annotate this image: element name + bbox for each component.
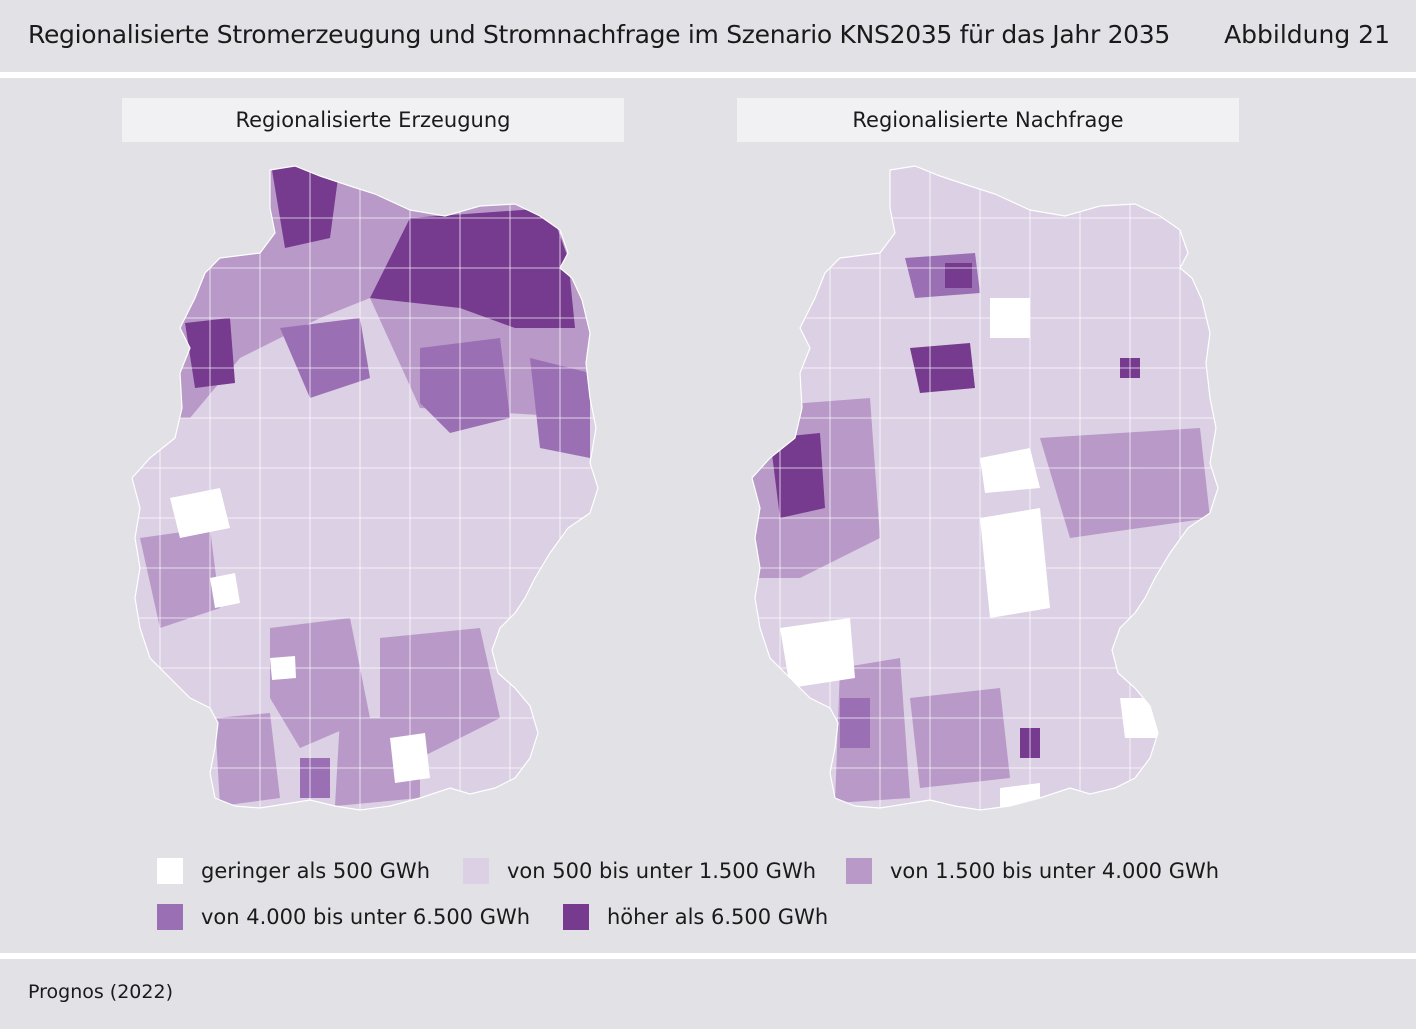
generation-region-allgaeu (300, 758, 330, 798)
generation-region-brandenburg (420, 338, 510, 433)
legend-item-1500-4000: von 1.500 bis unter 4.000 GWh (846, 857, 1219, 885)
demand-region-swabia (910, 688, 1010, 788)
legend-item-above-6500: höher als 6.500 GWh (563, 903, 828, 931)
figure-title: Regionalisierte Stromerzeugung und Strom… (28, 20, 1170, 49)
generation-region-swabia (215, 713, 280, 806)
demand-region-breisgau (840, 698, 870, 748)
legend-label: geringer als 500 GWh (201, 859, 431, 883)
generation-region-schleswig-holstein (270, 166, 340, 248)
demand-region-saxony (1040, 428, 1210, 538)
legend-label: von 4.000 bis unter 6.500 GWh (201, 905, 531, 929)
legend-item-4000-6500: von 4.000 bis unter 6.500 GWh (157, 903, 530, 931)
demand-region-palatinate (780, 618, 855, 688)
generation-region-franconia (270, 618, 370, 748)
generation-map (131, 165, 599, 811)
generation-region-lower-saxony (280, 318, 370, 398)
left-map-label: Regionalisierte Erzeugung (122, 98, 624, 142)
generation-region-cologne (170, 488, 230, 538)
generation-region-frankfurt (210, 573, 240, 608)
map-panel: Regionalisierte Erzeugung Regionalisiert… (0, 78, 1416, 953)
demand-map (751, 165, 1219, 811)
demand-region-harz (980, 448, 1040, 493)
demand-region-baden (835, 658, 910, 803)
legend-item-below-500: geringer als 500 GWh (157, 857, 430, 885)
legend-label: von 1.500 bis unter 4.000 GWh (890, 859, 1220, 883)
right-map-label: Regionalisierte Nachfrage (737, 98, 1239, 142)
legend-swatch (563, 904, 589, 930)
legend-swatch (157, 904, 183, 930)
demand-region-emsland (752, 348, 785, 428)
legend-swatch (846, 858, 872, 884)
demand-region-thuringian-forest (980, 508, 1050, 618)
demand-map-outline (751, 165, 1219, 811)
figure-footer: Prognos (2022) (0, 959, 1416, 1029)
legend-swatch (463, 858, 489, 884)
legend-item-500-1500: von 500 bis unter 1.500 GWh (463, 857, 816, 885)
legend-label: von 500 bis unter 1.500 GWh (507, 859, 817, 883)
demand-region-ruhr-core (770, 433, 825, 518)
demand-region-hamburg (945, 263, 972, 288)
source-note: Prognos (2022) (28, 981, 173, 1003)
legend-label: höher als 6.500 GWh (607, 905, 829, 929)
generation-map-outline (131, 165, 599, 811)
figure-header: Regionalisierte Stromerzeugung und Strom… (0, 0, 1416, 72)
legend-swatch (157, 858, 183, 884)
figure-number: Abbildung 21 (1224, 20, 1390, 49)
